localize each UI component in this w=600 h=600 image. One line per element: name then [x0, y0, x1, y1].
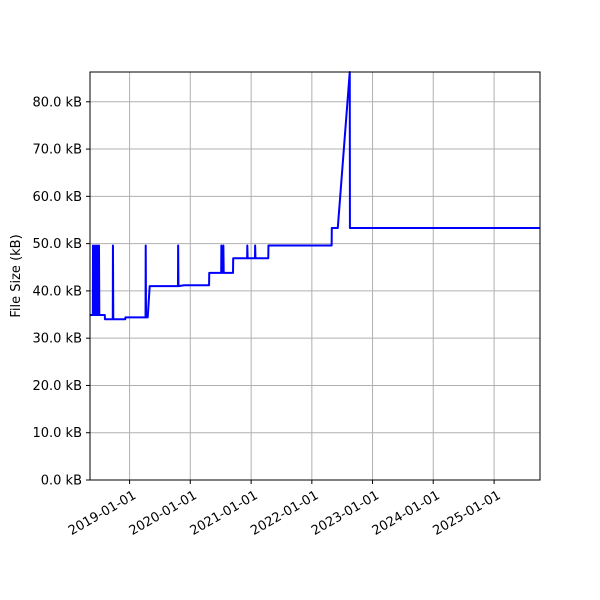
- x-tick-label: 2025-01-01: [431, 488, 504, 539]
- y-tick-label: 40.0 kB: [32, 284, 82, 299]
- y-tick-label: 30.0 kB: [32, 332, 82, 347]
- y-tick-label: 50.0 kB: [32, 237, 82, 252]
- y-tick-label: 0.0 kB: [41, 474, 82, 489]
- y-axis: 0.0 kB 10.0 kB 20.0 kB 30.0 kB 40.0 kB 50.0 k…: [32, 95, 90, 489]
- x-tick-label: 2020-01-01: [127, 488, 200, 539]
- y-tick-label: 20.0 kB: [32, 379, 82, 394]
- x-tick-label: 2022-01-01: [248, 488, 321, 539]
- x-tick-label: 2021-01-01: [188, 488, 261, 539]
- x-axis: 2019-01-012020-01-012021-01-012022-01-01…: [66, 480, 504, 539]
- plot-frame: [89, 71, 541, 481]
- grid: [90, 72, 540, 481]
- y-tick-label: 80.0 kB: [32, 95, 82, 110]
- y-tick-label: 60.0 kB: [32, 190, 82, 205]
- x-tick-label: 2019-01-01: [66, 488, 139, 539]
- y-axis-label: File Size (kB): [9, 234, 24, 317]
- y-tick-label: 10.0 kB: [32, 426, 82, 441]
- series-line: [90, 71, 540, 321]
- x-tick-label: 2024-01-01: [370, 488, 443, 539]
- y-tick-label: 70.0 kB: [32, 143, 82, 158]
- x-tick-label: 2023-01-01: [309, 488, 382, 539]
